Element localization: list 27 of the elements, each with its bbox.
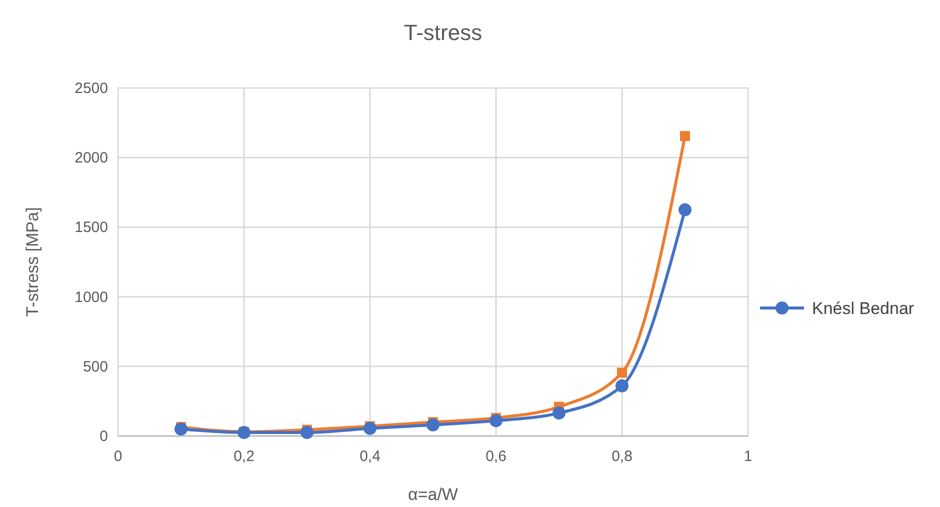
x-tick-label: 0,6 bbox=[486, 448, 506, 465]
x-axis-title: α=a/W bbox=[408, 485, 458, 504]
point bbox=[490, 414, 502, 428]
point bbox=[238, 426, 250, 440]
point bbox=[617, 368, 627, 378]
point bbox=[616, 379, 628, 392]
y-axis-title: T-stress [MPa] bbox=[23, 207, 42, 317]
x-tick-label: 0 bbox=[114, 448, 122, 465]
chart-title: T-stress bbox=[404, 20, 482, 45]
point bbox=[552, 406, 566, 420]
point bbox=[678, 203, 692, 216]
y-tick-label: 2500 bbox=[74, 80, 108, 97]
x-tick-label: 1 bbox=[744, 448, 752, 465]
point bbox=[364, 422, 376, 435]
y-tick-label: 1500 bbox=[74, 219, 108, 236]
x-tick-label: 0,4 bbox=[360, 448, 380, 465]
point bbox=[300, 426, 314, 440]
x-tick-label: 0,8 bbox=[612, 448, 632, 465]
y-tick-label: 1000 bbox=[74, 288, 108, 306]
point bbox=[174, 422, 188, 436]
y-tick-label: 0 bbox=[100, 428, 108, 445]
legend-label: Knésl Bednar bbox=[812, 299, 914, 318]
y-tick-label: 2000 bbox=[74, 150, 108, 167]
point bbox=[426, 418, 440, 432]
x-tick-label: 0,2 bbox=[234, 448, 254, 465]
point bbox=[680, 131, 690, 142]
y-tick-label: 500 bbox=[82, 358, 108, 376]
